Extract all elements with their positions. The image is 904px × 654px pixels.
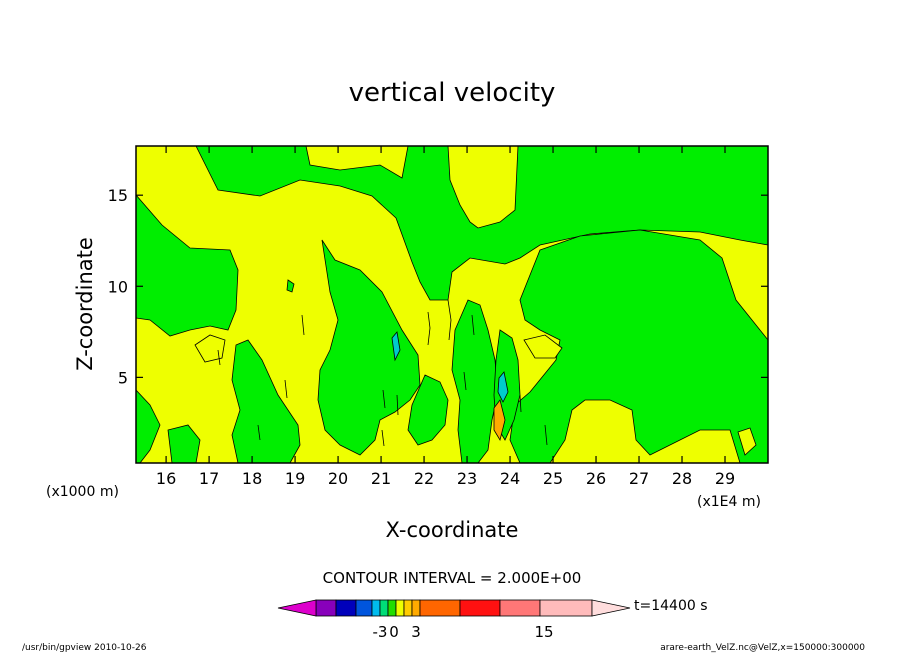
colorbar-swatch (315, 599, 337, 617)
negative-region (136, 194, 239, 337)
colorbar-swatch (403, 599, 413, 617)
colorbar-swatch (335, 599, 357, 617)
x-tick-label: 27 (629, 469, 649, 488)
y-axis: 5 10 15 (108, 186, 768, 387)
x-tick-label: 18 (242, 469, 262, 488)
x-tick-label: 17 (199, 469, 219, 488)
negative-region (286, 279, 295, 293)
colorbar-arrow-high (591, 599, 631, 617)
time-label: t=14400 s (634, 598, 708, 614)
y-tick-label: 5 (118, 368, 128, 387)
negative-region (136, 389, 161, 463)
x-tick-label: 25 (543, 469, 563, 488)
x-axis-label: X-coordinate (386, 518, 519, 542)
negative-region (407, 374, 449, 446)
colorbar: -3 0 3 15 (277, 599, 631, 641)
positive-region (523, 334, 563, 359)
x-axis: 16 17 18 19 20 21 22 23 24 25 26 27 28 29 (156, 146, 735, 488)
x-tick-label: 23 (457, 469, 477, 488)
x-tick-label: 20 (328, 469, 348, 488)
negative-region (167, 424, 201, 463)
plot-frame (135, 145, 769, 464)
colorbar-swatch (419, 599, 461, 617)
negative-core (497, 371, 509, 403)
positive-region (737, 427, 757, 456)
colorbar-swatch (387, 599, 397, 617)
negative-region (509, 229, 768, 463)
x-tick-label: 24 (500, 469, 520, 488)
x-tick-label: 29 (715, 469, 735, 488)
contour-interval: CONTOUR INTERVAL = 2.000E+00 (323, 569, 582, 587)
contour-field (136, 146, 768, 463)
negative-region (231, 339, 301, 463)
colorbar-swatch (395, 599, 405, 617)
colorbar-swatch (499, 599, 541, 617)
negative-core (391, 331, 401, 362)
x-tick-label: 21 (371, 469, 391, 488)
negative-region (451, 299, 499, 463)
colorbar-label: 15 (534, 623, 553, 641)
colorbar-swatch (411, 599, 421, 617)
colorbar-swatch (355, 599, 373, 617)
y-tick-label: 10 (108, 277, 128, 296)
colorbar-label: 3 (411, 623, 421, 641)
positive-region (194, 334, 226, 363)
colorbar-swatch (539, 599, 593, 617)
negative-region (317, 239, 421, 456)
x-tick-label: 26 (586, 469, 606, 488)
colorbar-label: 0 (389, 623, 399, 641)
colorbar-swatch (371, 599, 381, 617)
x-tick-label: 22 (414, 469, 434, 488)
positive-core (493, 399, 506, 442)
x-units-right: (x1E4 m) (697, 494, 761, 510)
colorbar-swatch (459, 599, 501, 617)
y-axis-label: Z-coordinate (73, 237, 97, 371)
y-tick-label: 15 (108, 186, 128, 205)
footer-left: /usr/bin/gpview 2010-10-26 (22, 643, 147, 653)
x-tick-label: 16 (156, 469, 176, 488)
colorbar-label: -3 (373, 623, 388, 641)
x-tick-label: 28 (672, 469, 692, 488)
chart-title: vertical velocity (349, 78, 556, 108)
colorbar-arrow-low (277, 599, 317, 617)
x-tick-label: 19 (285, 469, 305, 488)
negative-region (195, 146, 768, 301)
contour-filaments (217, 299, 548, 447)
colorbar-swatch (379, 599, 389, 617)
footer-right: arare-earth_VelZ.nc@VelZ,x=150000:300000 (660, 643, 865, 653)
x-units-left: (x1000 m) (46, 484, 119, 500)
